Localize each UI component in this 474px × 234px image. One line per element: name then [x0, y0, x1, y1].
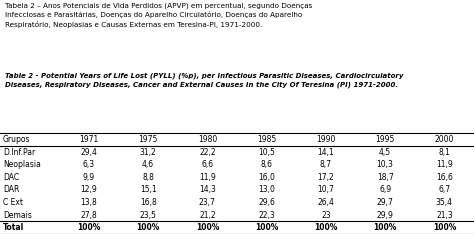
Text: Tabela 2 – Anos Potenciais de Vida Perdidos (APVP) em percentual, segundo Doença: Tabela 2 – Anos Potenciais de Vida Perdi… [5, 2, 312, 28]
Text: Table 2 - Potential Years of Life Lost (PYLL) (%p), per Infectious Parasitic Dis: Table 2 - Potential Years of Life Lost (… [5, 73, 403, 88]
